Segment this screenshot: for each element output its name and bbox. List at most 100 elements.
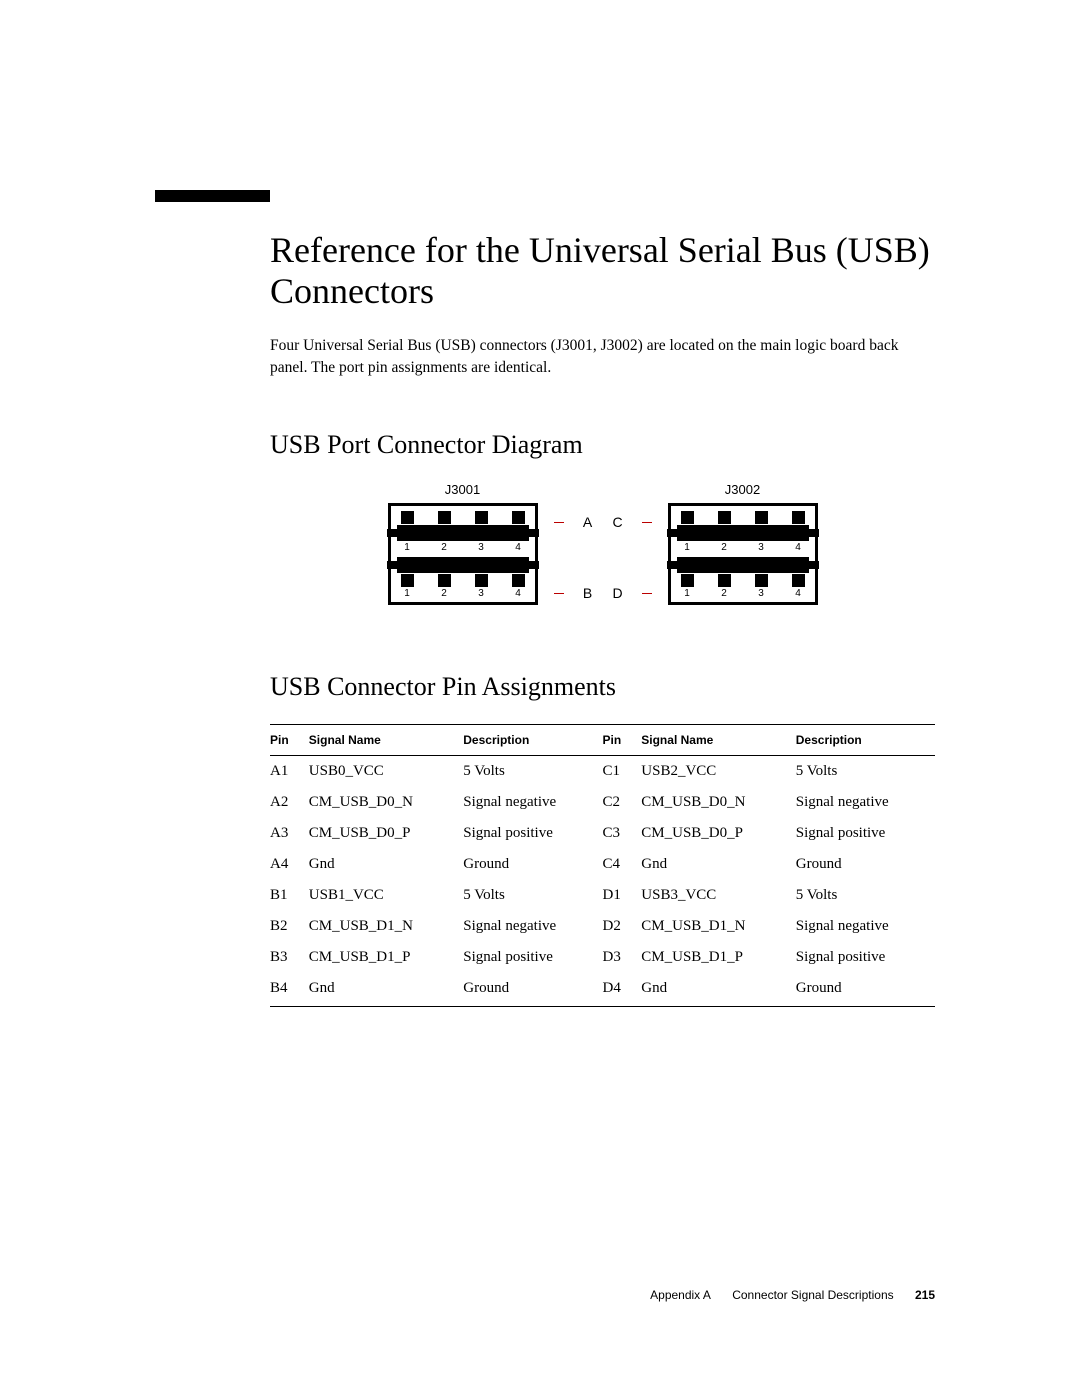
table-cell: C3 <box>602 818 641 849</box>
table-cell: Signal negative <box>463 787 602 818</box>
footer-page-number: 215 <box>915 1288 935 1302</box>
table-cell: Signal positive <box>463 942 602 973</box>
table-cell: CM_USB_D1_P <box>641 942 795 973</box>
table-cell: Gnd <box>641 849 795 880</box>
table-cell: Ground <box>463 973 602 1007</box>
table-body: A1USB0_VCC5 VoltsC1USB2_VCC5 VoltsA2CM_U… <box>270 755 935 1006</box>
row-label-bottom: B D <box>556 585 650 601</box>
table-cell: B1 <box>270 880 309 911</box>
pin-number: 4 <box>792 589 805 599</box>
port-row-b: 1 2 3 4 <box>397 557 529 599</box>
port-row-d: 1 2 3 4 <box>677 557 809 599</box>
table-row: B4GndGroundD4GndGround <box>270 973 935 1007</box>
table-row: B2CM_USB_D1_NSignal negativeD2CM_USB_D1_… <box>270 911 935 942</box>
table-cell: 5 Volts <box>796 880 935 911</box>
pin-number: 1 <box>401 543 414 553</box>
table-cell: A3 <box>270 818 309 849</box>
table-cell: USB1_VCC <box>309 880 463 911</box>
pin-number: 3 <box>475 543 488 553</box>
table-cell: Ground <box>796 973 935 1007</box>
table-cell: C1 <box>602 755 641 787</box>
connector-box: 1 2 3 4 1 2 3 4 <box>388 503 538 605</box>
diagram-heading: USB Port Connector Diagram <box>270 430 935 460</box>
table-cell: Signal positive <box>796 818 935 849</box>
table-cell: Signal negative <box>796 911 935 942</box>
table-cell: Signal positive <box>463 818 602 849</box>
table-cell: Ground <box>463 849 602 880</box>
table-header-row: Pin Signal Name Description Pin Signal N… <box>270 724 935 755</box>
table-cell: D4 <box>602 973 641 1007</box>
table-cell: Signal negative <box>463 911 602 942</box>
page-footer: Appendix A Connector Signal Descriptions… <box>650 1288 935 1302</box>
table-cell: Ground <box>796 849 935 880</box>
row-label-c: C <box>612 514 624 530</box>
pin-assignment-table: Pin Signal Name Description Pin Signal N… <box>270 724 935 1007</box>
usb-connector-diagram: J3001 1 2 3 4 <box>270 482 935 612</box>
pin-number: 2 <box>438 543 451 553</box>
pin-number: 3 <box>475 589 488 599</box>
table-cell: D1 <box>602 880 641 911</box>
table-cell: 5 Volts <box>796 755 935 787</box>
table-cell: A1 <box>270 755 309 787</box>
table-row: A3CM_USB_D0_PSignal positiveC3CM_USB_D0_… <box>270 818 935 849</box>
table-cell: CM_USB_D0_N <box>641 787 795 818</box>
col-signal-name: Signal Name <box>641 724 795 755</box>
pin-number: 2 <box>438 589 451 599</box>
table-cell: B4 <box>270 973 309 1007</box>
pin-number: 2 <box>718 543 731 553</box>
intro-paragraph: Four Universal Serial Bus (USB) connecto… <box>270 335 935 380</box>
table-cell: CM_USB_D1_N <box>641 911 795 942</box>
document-page: Reference for the Universal Serial Bus (… <box>0 0 1080 1397</box>
pin-number: 3 <box>755 543 768 553</box>
table-cell: D3 <box>602 942 641 973</box>
table-cell: CM_USB_D0_P <box>309 818 463 849</box>
table-cell: Gnd <box>309 849 463 880</box>
table-cell: B3 <box>270 942 309 973</box>
table-cell: A2 <box>270 787 309 818</box>
table-row: A1USB0_VCC5 VoltsC1USB2_VCC5 Volts <box>270 755 935 787</box>
table-cell: Signal negative <box>796 787 935 818</box>
connector-label-left: J3001 <box>445 482 480 497</box>
col-pin: Pin <box>602 724 641 755</box>
pin-number: 4 <box>512 589 525 599</box>
pin-number: 3 <box>755 589 768 599</box>
content-column: Reference for the Universal Serial Bus (… <box>270 230 935 1007</box>
table-cell: A4 <box>270 849 309 880</box>
table-cell: CM_USB_D1_P <box>309 942 463 973</box>
pin-number: 1 <box>681 589 694 599</box>
table-cell: CM_USB_D0_P <box>641 818 795 849</box>
table-row: A2CM_USB_D0_NSignal negativeC2CM_USB_D0_… <box>270 787 935 818</box>
footer-appendix: Appendix A <box>650 1288 711 1302</box>
port-row-a: 1 2 3 4 <box>397 511 529 553</box>
col-pin: Pin <box>270 724 309 755</box>
col-description: Description <box>796 724 935 755</box>
table-cell: 5 Volts <box>463 755 602 787</box>
connector-label-right: J3002 <box>725 482 760 497</box>
pin-number: 2 <box>718 589 731 599</box>
table-cell: USB2_VCC <box>641 755 795 787</box>
pin-number: 1 <box>401 589 414 599</box>
connector-j3001: J3001 1 2 3 4 <box>388 482 538 605</box>
pin-number: 4 <box>512 543 525 553</box>
table-heading: USB Connector Pin Assignments <box>270 672 935 702</box>
connector-box: 1 2 3 4 1 2 3 4 <box>668 503 818 605</box>
table-cell: B2 <box>270 911 309 942</box>
row-labels: A C B D <box>556 482 650 612</box>
port-row-c: 1 2 3 4 <box>677 511 809 553</box>
table-cell: D2 <box>602 911 641 942</box>
table-cell: Gnd <box>309 973 463 1007</box>
table-cell: Signal positive <box>796 942 935 973</box>
table-row: B1USB1_VCC5 VoltsD1USB3_VCC5 Volts <box>270 880 935 911</box>
table-cell: C4 <box>602 849 641 880</box>
table-cell: Gnd <box>641 973 795 1007</box>
table-cell: USB3_VCC <box>641 880 795 911</box>
connector-j3002: J3002 1 2 3 4 <box>668 482 818 605</box>
table-cell: USB0_VCC <box>309 755 463 787</box>
footer-section: Connector Signal Descriptions <box>732 1288 893 1302</box>
row-label-d: D <box>612 585 624 601</box>
table-row: A4GndGroundC4GndGround <box>270 849 935 880</box>
pin-number: 1 <box>681 543 694 553</box>
page-title: Reference for the Universal Serial Bus (… <box>270 230 935 313</box>
section-rule <box>155 190 270 202</box>
row-label-b: B <box>582 585 594 601</box>
